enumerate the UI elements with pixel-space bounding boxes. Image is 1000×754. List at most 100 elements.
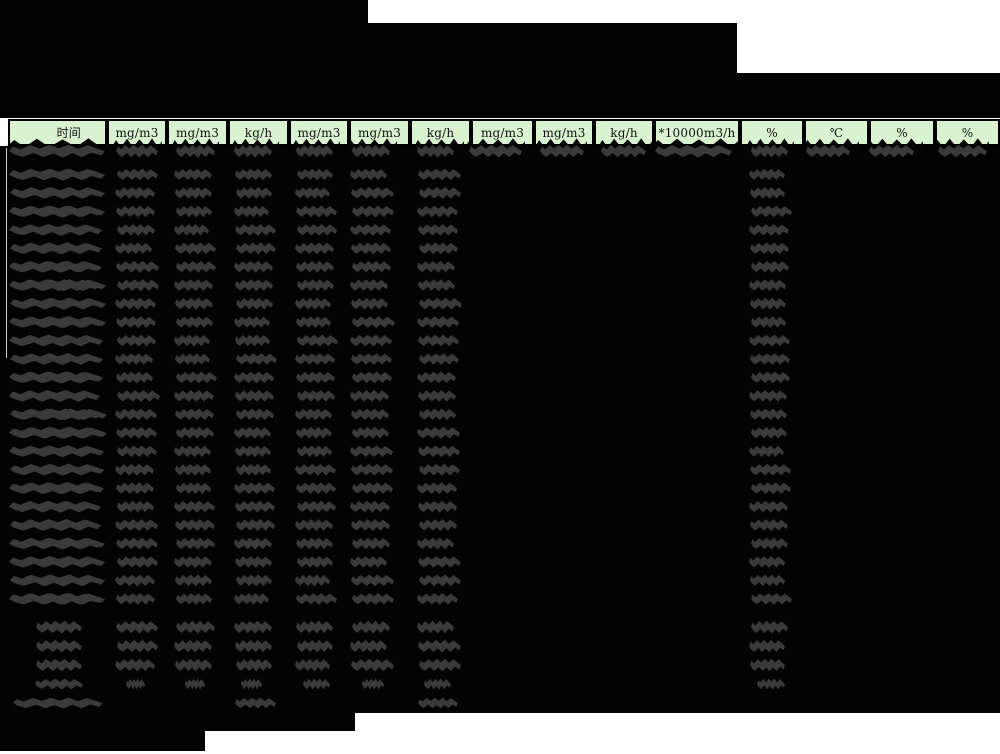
- redaction-bite: [347, 138, 397, 147]
- summary-row-3-value: [236, 658, 272, 672]
- redacted-timestamp: [10, 297, 106, 310]
- redaction-bite: [598, 138, 652, 147]
- redacted-title-line-1: [0, 0, 368, 23]
- column-header-col-5: mg/m3: [291, 121, 347, 144]
- redacted-cell-value: [295, 353, 335, 365]
- redacted-cell-value: [115, 574, 155, 587]
- redacted-cell-value: [417, 537, 454, 550]
- redacted-cell-value: [750, 242, 789, 255]
- summary-row-4-value: [424, 678, 451, 690]
- redacted-cell-value: [175, 519, 215, 531]
- redacted-cell-value: [116, 592, 155, 605]
- redacted-cell-value: [296, 482, 336, 495]
- redacted-cell-value: [295, 408, 332, 421]
- redaction-bite: [651, 138, 738, 147]
- redacted-cell-value: [749, 500, 788, 513]
- redacted-timestamp: [9, 556, 105, 568]
- redacted-cell-value: [751, 537, 788, 550]
- redacted-cell-value: [417, 144, 454, 158]
- redacted-cell-value: [295, 574, 330, 587]
- redaction-bite: [933, 138, 989, 147]
- redacted-timestamp: [9, 334, 103, 347]
- redacted-cell-value: [351, 353, 392, 365]
- redacted-timestamp: [9, 223, 102, 236]
- redacted-bottom-step-1: [0, 713, 355, 731]
- redacted-cell-value: [751, 260, 789, 273]
- redacted-cell-value: [352, 426, 389, 439]
- redacted-cell-value: [351, 463, 393, 476]
- redacted-cell-value: [295, 187, 330, 199]
- redaction-bite: [171, 138, 219, 147]
- redacted-cell-value: [350, 445, 393, 458]
- redacted-cell-value: [174, 556, 212, 568]
- redacted-timestamp: [11, 205, 105, 218]
- redacted-cell-value: [117, 389, 160, 402]
- redacted-cell-value: [115, 187, 155, 199]
- summary-row-2-value: [350, 639, 387, 653]
- redacted-cell-value: [418, 556, 461, 568]
- summary-row-2-label-redacted: [36, 639, 82, 653]
- redacted-cell-value: [418, 389, 456, 402]
- redacted-cell-value: [296, 537, 333, 550]
- redacted-cell-value: [235, 168, 272, 181]
- redacted-cell-value: [175, 242, 216, 255]
- redacted-cell-value: [295, 297, 331, 310]
- redacted-cell-value: [296, 205, 337, 218]
- redacted-cell-value: [117, 556, 158, 568]
- redacted-cell-value: [351, 297, 388, 310]
- redacted-cell-value: [234, 371, 274, 384]
- redacted-timestamp: [10, 242, 102, 255]
- redacted-cell-value: [297, 279, 334, 292]
- redacted-cell-value: [419, 463, 460, 476]
- redacted-cell-value: [417, 482, 457, 495]
- redaction-bite: [414, 138, 464, 147]
- redacted-cell-value: [116, 205, 155, 218]
- column-header-col-4: kg/h: [230, 121, 287, 144]
- redacted-timestamp: [9, 168, 105, 181]
- redacted-cell-value: [297, 334, 338, 347]
- column-header-col-3: mg/m3: [169, 121, 226, 144]
- summary-row-4-value: [303, 678, 330, 690]
- redacted-cell-value: [115, 408, 157, 421]
- redacted-cell-value: [235, 445, 271, 458]
- redaction-bite: [465, 138, 525, 147]
- redacted-cell-value: [176, 316, 213, 329]
- redacted-cell-value: [235, 279, 273, 292]
- redacted-cell-value: [417, 426, 460, 439]
- redacted-cell-value: [418, 334, 459, 347]
- redacted-cell-value: [295, 519, 333, 531]
- redacted-cell-value: [116, 260, 159, 273]
- redacted-cell-value: [176, 371, 217, 384]
- redacted-cell-value: [236, 242, 276, 255]
- redacted-cell-value: [351, 408, 389, 421]
- redacted-cell-value: [297, 500, 336, 513]
- redacted-timestamp: [10, 519, 101, 531]
- redacted-cell-value: [116, 482, 154, 495]
- redacted-cell-value: [351, 574, 394, 587]
- summary-row-4-value: [241, 678, 262, 690]
- redacted-cell-value: [175, 463, 211, 476]
- redacted-cell-value: [418, 223, 458, 236]
- redacted-cell-value: [418, 500, 457, 513]
- redacted-cell-value: [116, 537, 158, 550]
- redacted-cell-value: [296, 592, 337, 605]
- footer-limit-row-value: [418, 697, 458, 709]
- redacted-cell-value: [116, 316, 156, 329]
- redacted-cell-value: [750, 297, 786, 310]
- redacted-cell-value: [751, 592, 792, 605]
- redacted-cell-value: [115, 242, 152, 255]
- redacted-cell-value: [419, 574, 461, 587]
- summary-row-1-label-redacted: [36, 620, 82, 634]
- redacted-cell-value: [418, 168, 461, 181]
- redacted-timestamp: [10, 187, 105, 199]
- redacted-timestamp: [10, 408, 100, 421]
- redacted-cell-value: [235, 556, 272, 568]
- redacted-cell-value: [117, 500, 154, 513]
- redacted-cell-value: [235, 334, 270, 347]
- column-header-col-8: mg/m3: [473, 121, 532, 144]
- redacted-cell-value: [350, 334, 392, 347]
- redacted-cell-value: [297, 168, 333, 181]
- redacted-cell-value: [117, 279, 159, 292]
- redacted-cell-value: [418, 279, 455, 292]
